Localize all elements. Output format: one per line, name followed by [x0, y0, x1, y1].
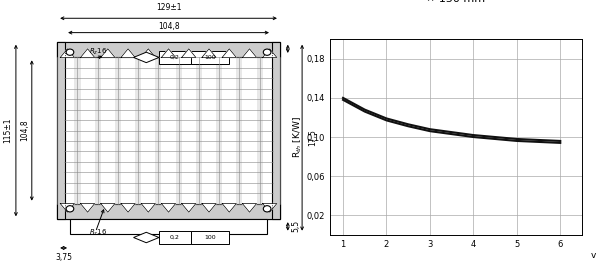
Bar — [57, 42, 65, 219]
Bar — [159, 231, 191, 244]
Polygon shape — [80, 49, 95, 57]
Bar — [141, 57, 155, 204]
Bar — [272, 42, 280, 219]
Polygon shape — [121, 49, 135, 57]
Polygon shape — [202, 49, 216, 57]
Polygon shape — [202, 204, 216, 212]
Bar — [159, 51, 191, 64]
Text: 3,75: 3,75 — [55, 253, 72, 261]
Bar — [202, 57, 216, 204]
Text: $R_{z}$16: $R_{z}$16 — [89, 227, 107, 238]
Circle shape — [66, 206, 74, 212]
Circle shape — [263, 206, 271, 212]
Text: 104,8: 104,8 — [158, 22, 179, 31]
Bar — [57, 204, 280, 219]
Bar — [161, 57, 176, 204]
Bar — [57, 42, 280, 57]
Polygon shape — [141, 49, 155, 57]
Bar — [101, 57, 115, 204]
X-axis label: v [m/s]: v [m/s] — [592, 251, 600, 259]
Polygon shape — [182, 49, 196, 57]
Bar — [182, 57, 196, 204]
Polygon shape — [242, 204, 257, 212]
Polygon shape — [161, 49, 176, 57]
Polygon shape — [222, 204, 236, 212]
Text: 129±1: 129±1 — [156, 3, 181, 12]
Y-axis label: R$_{th}$ [K/W]: R$_{th}$ [K/W] — [292, 116, 304, 158]
Polygon shape — [101, 49, 115, 57]
Polygon shape — [141, 204, 155, 212]
Polygon shape — [60, 49, 74, 57]
Circle shape — [263, 49, 271, 55]
Bar — [191, 231, 229, 244]
Polygon shape — [80, 204, 95, 212]
Text: 115±1: 115±1 — [3, 118, 12, 143]
Bar — [80, 57, 95, 204]
Polygon shape — [60, 204, 74, 212]
Polygon shape — [263, 49, 277, 57]
Polygon shape — [182, 204, 196, 212]
Text: 5,5: 5,5 — [291, 220, 300, 232]
Polygon shape — [101, 204, 115, 212]
Text: $R_{z}$16: $R_{z}$16 — [89, 47, 107, 57]
Polygon shape — [134, 232, 159, 243]
Text: 17,5: 17,5 — [308, 129, 317, 146]
Text: 100: 100 — [204, 235, 215, 240]
Bar — [70, 219, 267, 234]
Bar — [57, 42, 280, 219]
Polygon shape — [222, 49, 236, 57]
Text: 100: 100 — [204, 55, 215, 60]
Text: ↔ 150 mm: ↔ 150 mm — [427, 0, 485, 4]
Circle shape — [66, 49, 74, 55]
Bar — [263, 57, 277, 204]
Polygon shape — [121, 204, 135, 212]
Bar — [222, 57, 236, 204]
Bar — [191, 51, 229, 64]
Text: 0,2: 0,2 — [170, 55, 180, 60]
Polygon shape — [242, 49, 257, 57]
Bar — [242, 57, 257, 204]
Polygon shape — [263, 204, 277, 212]
Polygon shape — [134, 52, 159, 63]
Bar — [121, 57, 135, 204]
Text: 104,8: 104,8 — [20, 120, 29, 141]
Bar — [60, 57, 74, 204]
Polygon shape — [161, 204, 176, 212]
Text: 0,2: 0,2 — [170, 235, 180, 240]
